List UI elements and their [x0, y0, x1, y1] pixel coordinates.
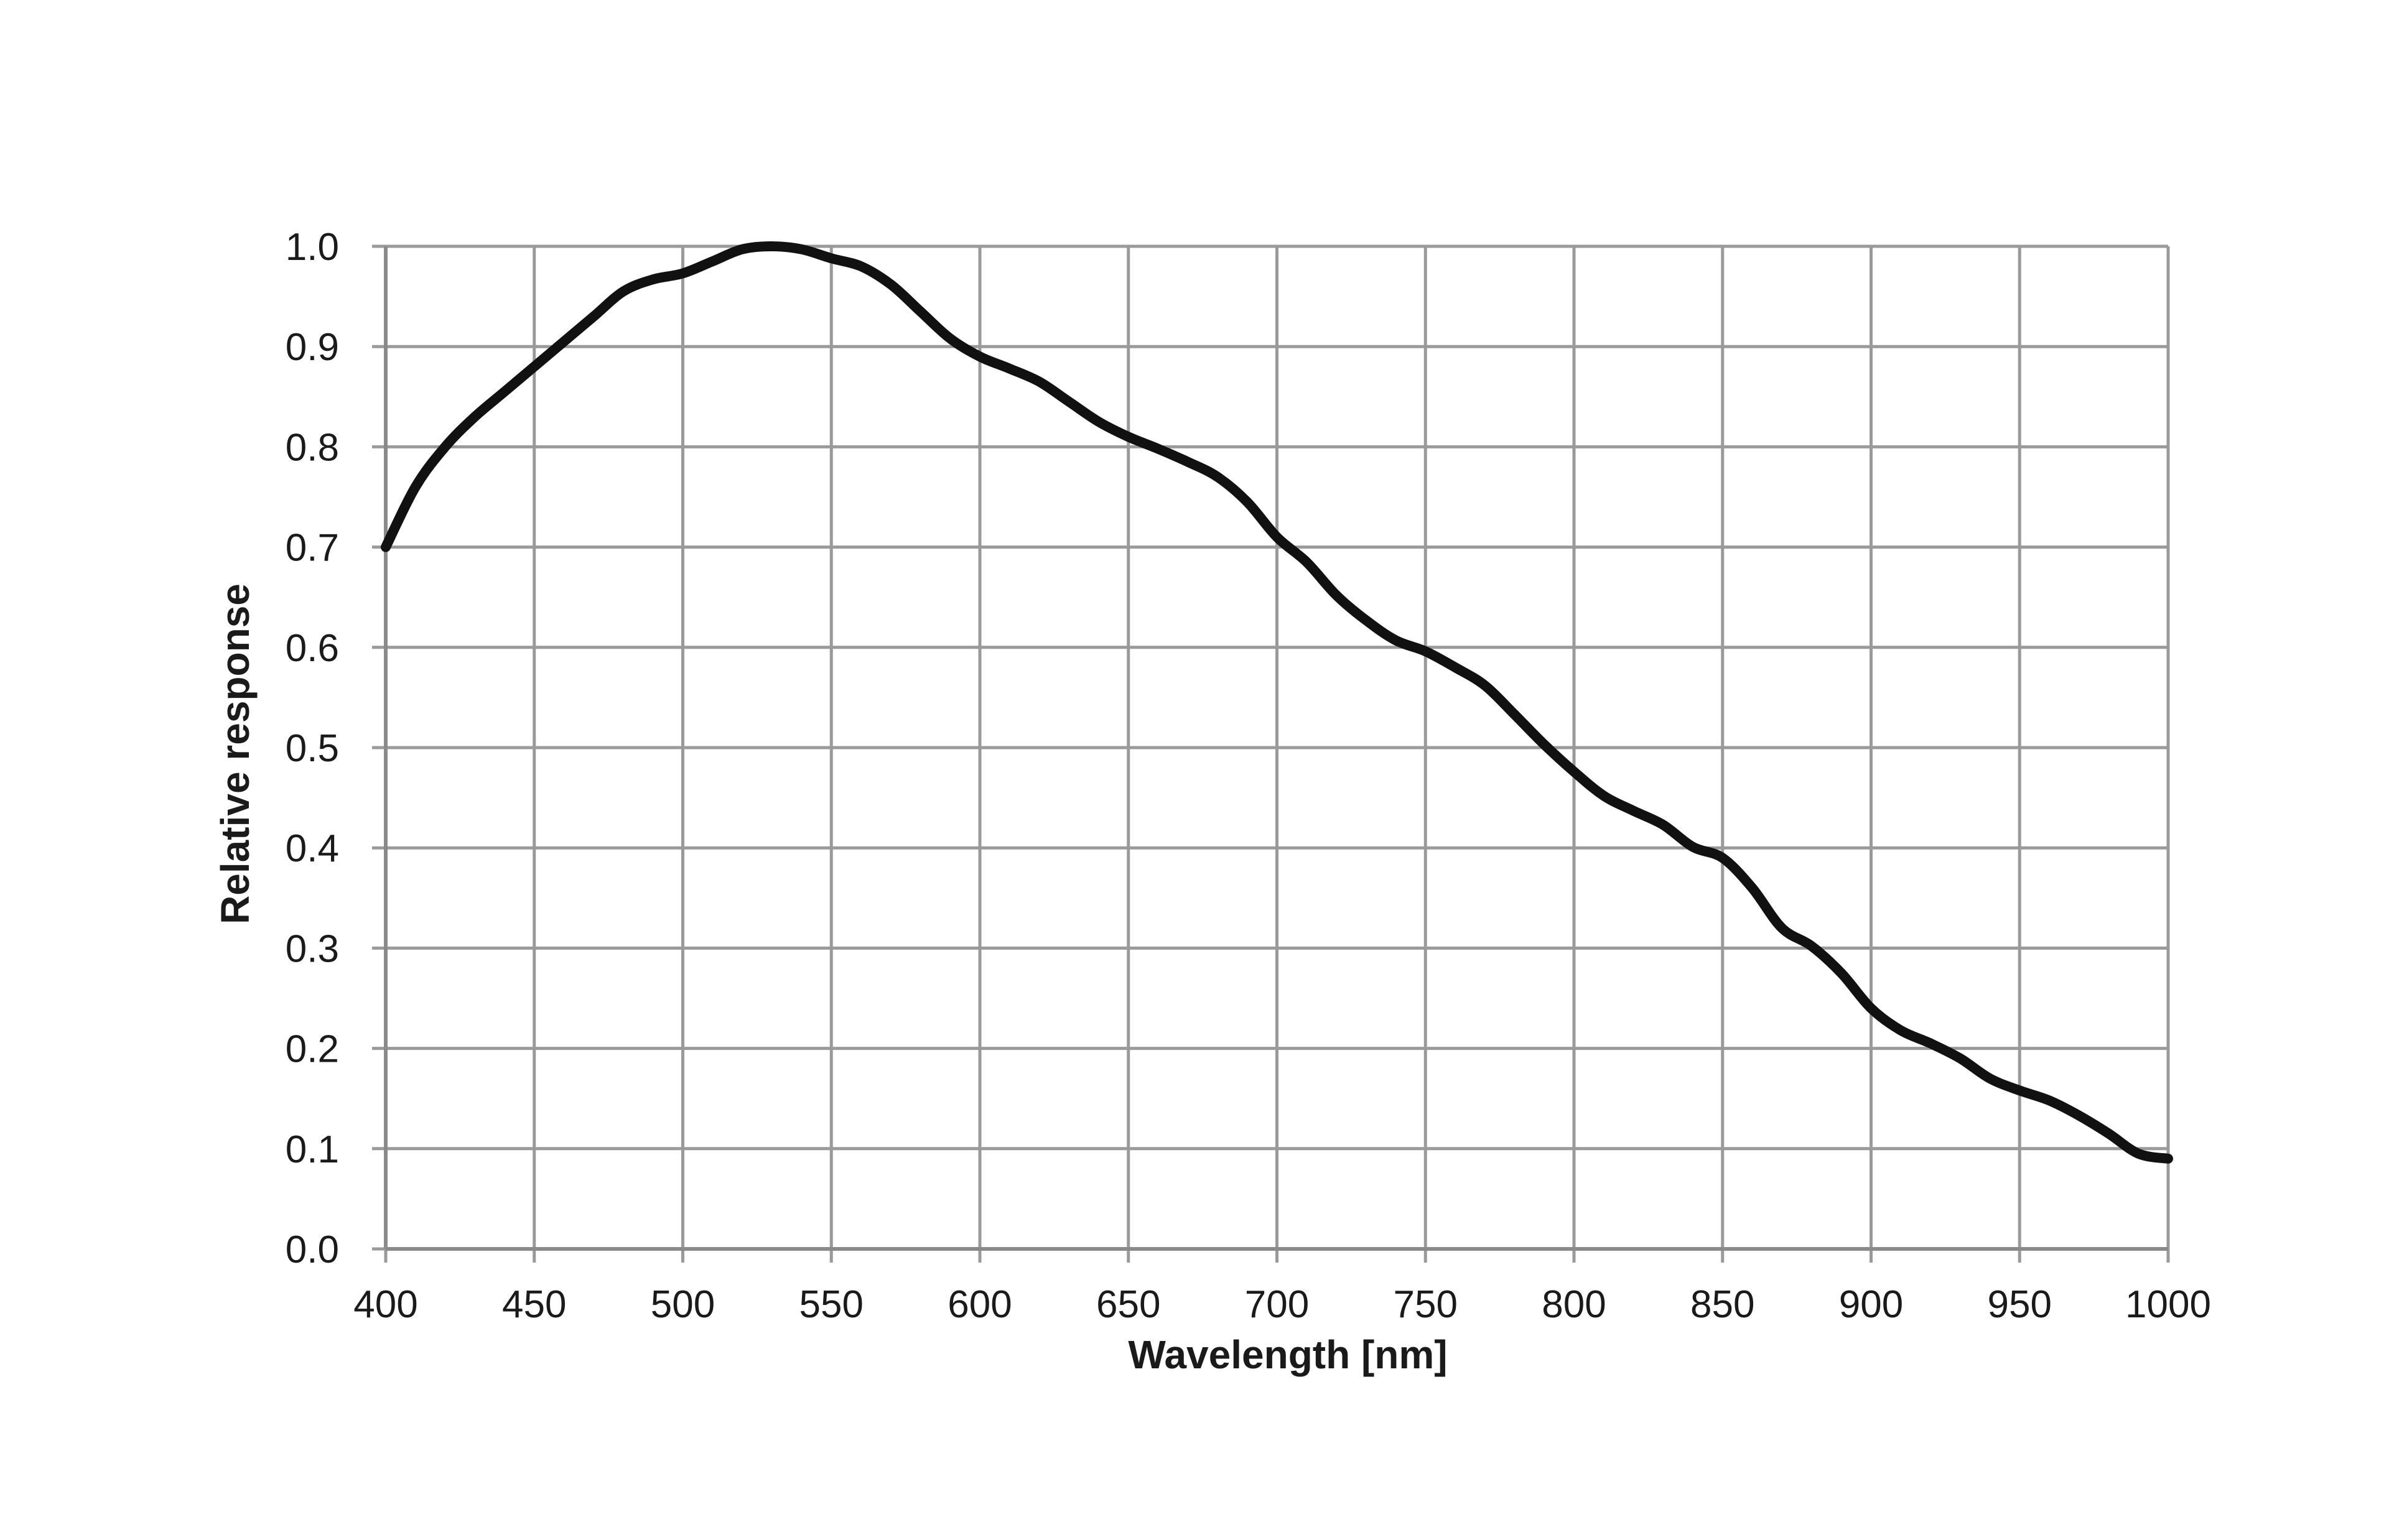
x-tick-label: 600: [948, 1283, 1012, 1326]
y-gridlines: [372, 244, 2168, 1251]
x-tick-label: 500: [651, 1283, 715, 1326]
response-curve: [381, 241, 2173, 1164]
x-tick-label: 950: [1988, 1283, 2052, 1326]
y-tick-label: 0.3: [286, 927, 339, 970]
axes: [384, 246, 2168, 1251]
y-tick-label: 1.0: [286, 226, 339, 269]
y-tick-label: 0.5: [286, 727, 339, 770]
x-tick-label: 750: [1394, 1283, 1458, 1326]
y-tick-label: 0.1: [286, 1128, 339, 1171]
y-tick-label: 0.4: [286, 827, 339, 870]
y-axis-title: Relative response: [213, 583, 258, 924]
y-tick-label: 0.7: [286, 527, 339, 570]
x-gridlines: [384, 246, 2170, 1263]
y-tick-label: 0.9: [286, 326, 339, 369]
x-tick-labels: 400 450 500 550 600 650 700 750 800 850 900 950 1000: [353, 1283, 2211, 1326]
x-tick-label: 550: [799, 1283, 864, 1326]
y-tick-label: 0.8: [286, 426, 339, 469]
x-tick-label: 900: [1839, 1283, 1903, 1326]
x-tick-label: 700: [1245, 1283, 1309, 1326]
x-tick-label: 850: [1690, 1283, 1754, 1326]
y-tick-labels: 0.0 0.1 0.2 0.3 0.4 0.5 0.6 0.7 0.8 0.9 1.0: [286, 226, 339, 1271]
x-axis-title: Wavelength [nm]: [1128, 1332, 1447, 1377]
y-tick-label: 0.6: [286, 627, 339, 670]
x-tick-label: 1000: [2125, 1283, 2211, 1326]
x-tick-label: 450: [502, 1283, 566, 1326]
x-tick-label: 800: [1542, 1283, 1606, 1326]
y-tick-label: 0.2: [286, 1028, 339, 1071]
x-tick-label: 650: [1096, 1283, 1160, 1326]
y-tick-label: 0.0: [286, 1228, 339, 1271]
x-tick-label: 400: [353, 1283, 417, 1326]
